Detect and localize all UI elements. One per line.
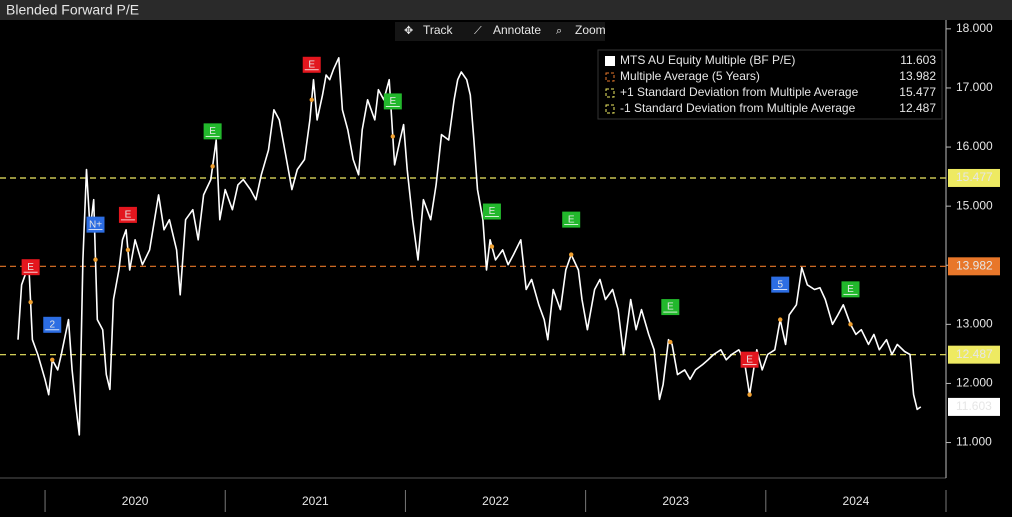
- event-marker: [661, 299, 680, 316]
- toolbar-button: Annotate: [493, 23, 541, 37]
- event-marker: [86, 216, 105, 233]
- event-dot: [848, 322, 853, 327]
- legend-label: Multiple Average (5 Years): [620, 69, 760, 83]
- x-tick-label: 2020: [122, 494, 149, 508]
- event-label: E: [27, 262, 34, 273]
- event-label: E: [489, 206, 496, 217]
- event-marker: [302, 56, 321, 73]
- event-label: E: [125, 210, 132, 221]
- legend-swatch: [605, 56, 615, 66]
- event-label: E: [389, 96, 396, 107]
- event-marker: [562, 211, 581, 228]
- legend-box: [597, 49, 943, 120]
- y-tick-label: 16.000: [956, 139, 993, 153]
- legend-value: 13.982: [899, 69, 936, 83]
- value-badge: [948, 168, 1000, 187]
- title-bar: [0, 0, 1012, 20]
- event-dot: [309, 97, 314, 102]
- event-dot: [569, 252, 574, 257]
- event-label: E: [847, 284, 854, 295]
- event-label: E: [568, 214, 575, 225]
- legend: MTS AU Equity Multiple (BF P/E) 11.603 Mul…: [597, 49, 943, 120]
- y-tick-label: 11.000: [956, 435, 992, 449]
- y-tick-label: 12.000: [956, 376, 993, 390]
- event-dot: [747, 392, 752, 397]
- y-tick-label: 18.000: [956, 21, 993, 35]
- value-badge-label: 11.603: [956, 399, 992, 413]
- legend-swatch: [605, 104, 615, 114]
- event-marker: [383, 93, 402, 110]
- toolbar-button: Track: [423, 23, 454, 37]
- legend-value: 15.477: [899, 85, 936, 99]
- x-tick-label: 2024: [843, 494, 870, 508]
- legend-value: 11.603: [900, 53, 936, 67]
- value-badge: [948, 397, 1000, 416]
- event-dot: [28, 299, 33, 305]
- value-badge: [948, 257, 1000, 276]
- legend-label: +1 Standard Deviation from Multiple Aver…: [620, 85, 859, 99]
- event-dot: [489, 244, 495, 249]
- event-dot: [778, 317, 783, 322]
- x-tick-label: 2021: [302, 494, 329, 508]
- event-label: 5: [777, 279, 783, 290]
- value-badge-label: 15.477: [956, 170, 993, 184]
- event-label: N+: [89, 219, 102, 230]
- event-dot: [93, 257, 98, 262]
- y-tick-label: 15.000: [956, 198, 993, 212]
- y-tick-label: 17.000: [956, 80, 993, 94]
- event-dot: [668, 339, 673, 345]
- legend-label: -1 Standard Deviation from Multiple Aver…: [620, 101, 856, 115]
- event-marker: [740, 351, 759, 368]
- event-marker: [482, 203, 501, 220]
- toolbar-button: Zoom: [575, 23, 606, 37]
- legend-swatch: [605, 88, 615, 98]
- event-marker: [43, 316, 62, 333]
- x-tick-label: 2022: [482, 494, 509, 508]
- value-badge-label: 12.487: [956, 347, 993, 361]
- legend-swatch: [605, 72, 615, 82]
- event-marker: [203, 123, 222, 140]
- event-dot: [390, 134, 396, 139]
- event-label: 2: [49, 319, 55, 330]
- event-dot: [50, 357, 55, 363]
- event-marker: [841, 281, 860, 298]
- toolbar: [395, 22, 605, 41]
- event-label: E: [308, 59, 315, 70]
- toolbar-icon: ⌕: [556, 25, 562, 37]
- chart-title: Blended Forward P/E: [6, 2, 139, 18]
- event-label: E: [667, 302, 674, 313]
- event-label: E: [746, 354, 753, 365]
- value-badge: [948, 345, 1000, 364]
- event-marker: [21, 259, 40, 276]
- x-tick-label: 2023: [662, 494, 689, 508]
- y-tick-label: 13.000: [956, 317, 993, 331]
- event-dot: [210, 164, 215, 169]
- event-marker: [118, 206, 137, 223]
- series-line: [17, 57, 922, 436]
- event-label: E: [209, 126, 216, 137]
- legend-value: 12.487: [899, 101, 936, 115]
- toolbar-icon: ⟋: [474, 25, 482, 37]
- event-marker: [771, 276, 790, 293]
- legend-label: MTS AU Equity Multiple (BF P/E): [620, 53, 795, 67]
- toolbar-icon: ✥: [404, 25, 413, 37]
- event-dot: [125, 247, 131, 253]
- value-badge-label: 13.982: [956, 258, 993, 272]
